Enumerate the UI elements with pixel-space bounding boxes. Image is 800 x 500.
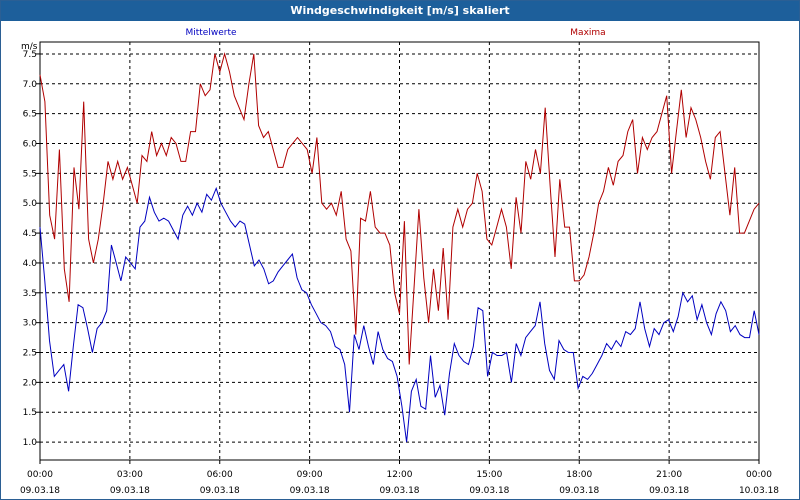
x-tick-time: 00:00 [27,470,53,480]
x-tick-date: 09.03.18 [469,486,509,496]
x-tick-date: 10.03.18 [739,486,779,496]
x-tick-date: 09.03.18 [200,486,240,496]
y-tick-label: 5.5 [23,169,37,179]
y-tick-label: 1.5 [23,408,37,418]
x-axis: 00:00 09.03.18 03:00 09.03.18 06:00 09.03.18 0… [20,460,779,496]
window-title: Windgeschwindigkeit [m/s] skaliert [1,1,799,21]
x-tick-time: 06:00 [207,470,233,480]
x-tick-time: 09:00 [297,470,323,480]
y-tick-label: 5.0 [23,199,38,209]
x-tick-time: 03:00 [117,470,143,480]
y-axis-label: m/s [21,42,38,52]
series-line-mittelwerte [39,186,760,443]
legend-mittelwerte: Mittelwerte [185,28,236,38]
y-tick-label: 6.5 [23,110,37,120]
y-tick-label: 2.5 [23,349,37,359]
x-tick-time: 18:00 [566,470,592,480]
x-tick-time: 00:00 [746,470,772,480]
x-tick-time: 15:00 [476,470,502,480]
legend-maxima: Maxima [570,28,605,38]
series-line-maxima [39,51,760,365]
y-tick-label: 6.0 [23,140,38,150]
y-tick-label: 2.0 [23,378,38,388]
x-tick-date: 09.03.18 [559,486,599,496]
y-tick-label: 1.0 [23,438,38,448]
y-tick-label: 7.5 [23,50,37,60]
y-axis: 1.0 1.5 2.0 2.5 3.0 3.5 4.0 4.5 5.0 5.5 6.0 6.5 7.0 7… [23,50,40,448]
y-tick-label: 7.0 [23,80,38,90]
y-tick-label: 4.5 [23,229,37,239]
x-tick-time: 21:00 [656,470,682,480]
x-tick-date: 09.03.18 [290,486,330,496]
y-tick-label: 4.0 [23,259,38,269]
series-lines [39,51,760,443]
x-tick-date: 09.03.18 [649,486,689,496]
y-tick-label: 3.0 [23,319,38,329]
x-tick-date: 09.03.18 [20,486,60,496]
x-tick-date: 09.03.18 [110,486,150,496]
x-tick-date: 09.03.18 [379,486,419,496]
x-tick-time: 12:00 [387,470,413,480]
y-tick-label: 3.5 [23,289,37,299]
